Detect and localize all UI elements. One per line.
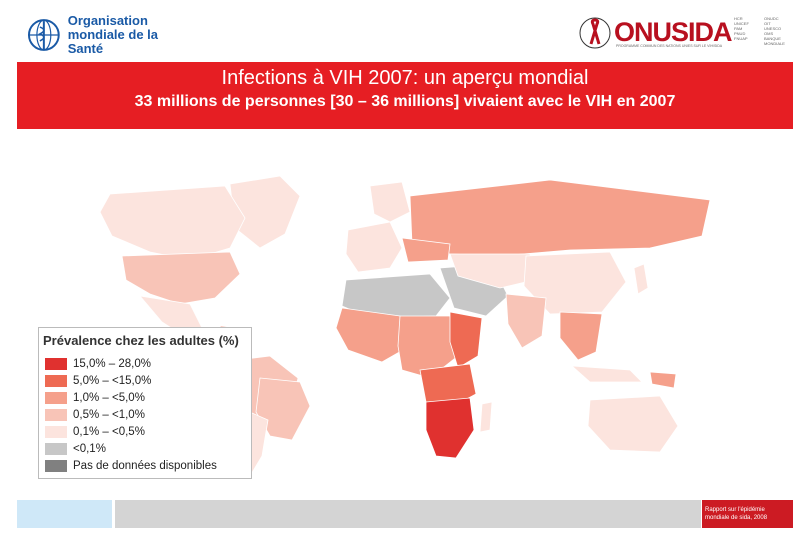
- legend-swatch: [45, 459, 67, 472]
- legend-label: Pas de données disponibles: [73, 459, 217, 472]
- legend-item: 15,0% – 28,0%: [45, 357, 151, 370]
- unaids-tagline: PROGRAMME COMMUN DES NATIONS UNIES SUR L…: [616, 44, 723, 48]
- region-western-europe: [345, 221, 403, 273]
- legend-label: 15,0% – 28,0%: [73, 357, 152, 370]
- sponsor-name: ONUDC: [764, 16, 779, 21]
- who-name-line2: mondiale de la Santé: [67, 27, 159, 56]
- region-australia: [587, 395, 679, 453]
- legend-label: 0,1% – <0,5%: [73, 425, 145, 438]
- sponsor-name: FNUAP: [734, 36, 748, 41]
- unaids-wordmark: ONUSIDA: [614, 17, 733, 47]
- sponsor-name: UNESCO: [764, 26, 782, 31]
- legend-swatch: [45, 374, 67, 387]
- legend-swatch: [45, 408, 67, 421]
- region-east-africa: [449, 311, 483, 369]
- region-scandinavia: [369, 181, 411, 223]
- region-indonesia: [570, 365, 643, 383]
- legend-item: 5,0% – <15,0%: [45, 374, 151, 387]
- footer-left-bar: [17, 500, 112, 528]
- region-papua-new-guinea: [649, 371, 677, 389]
- legend-label: 0,5% – <1,0%: [73, 408, 145, 421]
- sponsor-name: PAM: [734, 26, 743, 31]
- region-southeast-asia: [559, 311, 603, 361]
- region-india: [505, 293, 547, 349]
- region-usa: [121, 251, 241, 305]
- sponsor-name: PNUD: [734, 31, 746, 36]
- legend-label: <0,1%: [73, 442, 106, 455]
- unaids-logo: ONUSIDA PROGRAMME COMMUN DES NATIONS UNI…: [578, 14, 793, 52]
- red-ribbon-icon: [579, 17, 611, 49]
- region-russia: [409, 179, 711, 257]
- region-china: [523, 251, 627, 315]
- sponsor-name: OIT: [764, 21, 771, 26]
- slide-title: Infections à VIH 2007: un aperçu mondial: [221, 67, 589, 89]
- legend-swatch: [45, 391, 67, 404]
- region-central-asia: [449, 253, 535, 289]
- footer-middle-bar: [115, 500, 701, 528]
- who-emblem-icon: [27, 19, 60, 51]
- legend-item: 0,5% – <1,0%: [45, 408, 145, 421]
- footer-source-line1: Rapport sur l'épidémie: [705, 507, 765, 513]
- legend-item: 1,0% – <5,0%: [45, 391, 145, 404]
- footer-source-box: Rapport sur l'épidémie mondiale de sida,…: [702, 500, 793, 528]
- legend-label: 1,0% – <5,0%: [73, 391, 145, 404]
- legend-title: Prévalence chez les adultes (%): [43, 333, 239, 348]
- sponsor-name: OMS: [764, 31, 774, 36]
- legend-swatch: [45, 357, 67, 370]
- legend-item: <0,1%: [45, 442, 106, 455]
- legend-swatch: [45, 425, 67, 438]
- region-ukraine: [401, 237, 451, 263]
- footer-source-line2: mondiale de sida, 2008: [705, 515, 768, 521]
- sponsor-name: HCR: [734, 16, 743, 21]
- sponsor-name: BANQUE MONDIALE: [764, 36, 785, 46]
- map-legend: Prévalence chez les adultes (%) 15,0% – …: [38, 327, 252, 479]
- legend-item: Pas de données disponibles: [45, 459, 217, 472]
- region-southern-africa: [425, 397, 475, 459]
- sponsor-name: UNICEF: [734, 21, 749, 26]
- who-name-line1: Organisation: [67, 13, 148, 28]
- region-japan: [633, 263, 649, 295]
- slide-subtitle: 33 millions de personnes [30 – 36 millio…: [134, 93, 676, 110]
- who-logo: Organisation mondiale de la Santé: [26, 13, 196, 56]
- region-brazil: [255, 377, 311, 441]
- region-canada: [99, 185, 246, 261]
- legend-swatch: [45, 442, 67, 455]
- title-banner: Infections à VIH 2007: un aperçu mondial…: [17, 62, 793, 129]
- region-madagascar: [479, 401, 493, 433]
- legend-label: 5,0% – <15,0%: [73, 374, 152, 387]
- unaids-sponsor-list: HCR ONUDC UNICEF OIT PAM UNESCO PNUD OMS…: [734, 16, 794, 46]
- legend-item: 0,1% – <0,5%: [45, 425, 145, 438]
